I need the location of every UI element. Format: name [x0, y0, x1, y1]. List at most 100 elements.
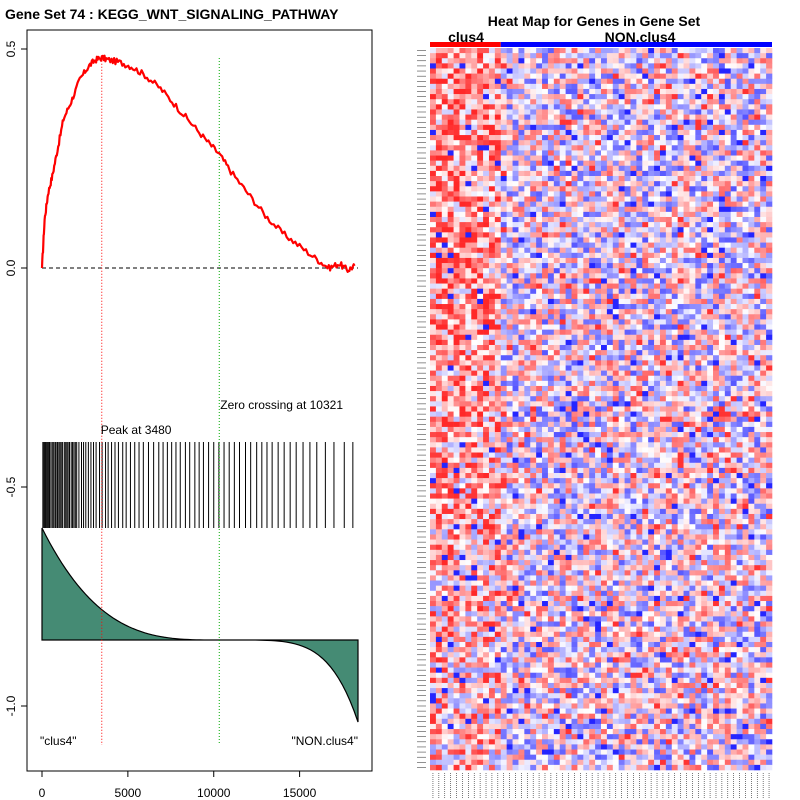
heatmap-cell	[636, 99, 643, 105]
heatmap-cell	[518, 457, 525, 464]
heatmap-cell	[612, 462, 619, 469]
heatmap-cell	[683, 68, 690, 74]
heatmap-cell	[553, 88, 561, 95]
heatmap-cell	[506, 467, 513, 474]
heatmap-cell	[689, 268, 696, 274]
heatmap-cell	[577, 298, 584, 305]
heatmap-cell	[536, 462, 543, 469]
heatmap-cell	[595, 206, 602, 213]
heatmap-cell	[506, 247, 513, 254]
heatmap-cell	[583, 104, 590, 110]
heatmap-cell	[659, 334, 667, 341]
heatmap-cell	[471, 140, 478, 146]
heatmap-cell	[671, 216, 678, 223]
heatmap-cell	[488, 150, 496, 156]
heatmap-cell	[518, 78, 525, 85]
heatmap-cell	[494, 447, 502, 453]
heatmap-cell	[453, 140, 460, 146]
heatmap-cell	[542, 48, 549, 54]
heatmap-cell	[524, 211, 531, 218]
heatmap-cell	[536, 391, 543, 397]
heatmap-cell	[459, 150, 466, 156]
heatmap-cell	[435, 227, 443, 233]
heatmap-cell	[595, 124, 602, 131]
heatmap-cell	[530, 53, 537, 59]
heatmap-cell	[483, 191, 490, 197]
heatmap-cell	[654, 288, 661, 295]
heatmap-cell	[636, 344, 643, 351]
heatmap-cell	[654, 83, 661, 90]
heatmap-cell	[483, 304, 490, 310]
heatmap-cell	[606, 68, 614, 74]
heatmap-cell	[654, 150, 661, 156]
heatmap-cell	[553, 150, 561, 156]
heatmap-cell	[483, 452, 490, 458]
heatmap-cell	[677, 304, 684, 310]
heatmap-cell	[642, 165, 649, 172]
heatmap-cell	[518, 114, 525, 120]
heatmap-cell	[724, 293, 732, 300]
heatmap-cell	[547, 176, 555, 182]
heatmap-cell	[583, 222, 590, 228]
heatmap-cell	[435, 155, 443, 161]
heatmap-cell	[606, 83, 614, 90]
heatmap-cell	[701, 114, 708, 120]
heatmap-cell	[453, 104, 460, 110]
heatmap-cell	[530, 370, 537, 377]
heatmap-cell	[624, 94, 631, 100]
heatmap-cell	[488, 242, 496, 248]
heatmap-cell	[612, 268, 619, 274]
heatmap-cell	[494, 309, 502, 315]
heatmap-cell	[536, 176, 543, 182]
heatmap-cell	[766, 181, 773, 187]
heatmap-cell	[701, 416, 708, 423]
heatmap-cell	[724, 298, 732, 305]
heatmap-cell	[506, 252, 513, 259]
heatmap-cell	[683, 124, 690, 131]
heatmap-cell	[577, 467, 584, 474]
heatmap-cell	[601, 129, 608, 136]
heatmap-cell	[518, 63, 525, 69]
heatmap-cell	[713, 426, 720, 433]
heatmap-cell	[665, 401, 673, 407]
heatmap-cell	[707, 53, 714, 59]
heatmap-cell	[524, 375, 531, 382]
heatmap-cell	[547, 365, 555, 371]
heatmap-cell	[601, 350, 608, 356]
heatmap-cell	[701, 385, 708, 392]
heatmap-cell	[742, 165, 749, 172]
heatmap-cell	[435, 186, 443, 192]
heatmap-cell	[494, 232, 502, 238]
heatmap-cell	[654, 104, 661, 110]
heatmap-cell	[748, 58, 755, 64]
heatmap-cell	[766, 252, 773, 259]
heatmap-cell	[559, 421, 566, 428]
heatmap-cell	[601, 216, 608, 223]
heatmap-cell	[524, 222, 531, 228]
heatmap-cell	[453, 416, 460, 423]
heatmap-cell	[689, 94, 696, 100]
heatmap-cell	[654, 401, 661, 407]
heatmap-cell	[506, 68, 513, 74]
heatmap-cell	[730, 283, 737, 289]
heatmap-cell	[707, 119, 714, 126]
heatmap-cell	[483, 293, 490, 300]
heatmap-cell	[689, 396, 696, 402]
heatmap-cell	[601, 58, 608, 64]
heatmap-cell	[494, 442, 502, 448]
heatmap-cell	[500, 314, 507, 320]
heatmap-cell	[742, 298, 749, 305]
heatmap-cell	[524, 216, 531, 223]
heatmap-cell	[595, 176, 602, 182]
heatmap-cell	[553, 467, 561, 474]
heatmap-cell	[441, 273, 448, 279]
heatmap-cell	[742, 385, 749, 392]
heatmap-cell	[630, 268, 637, 274]
heatmap-cell	[713, 68, 720, 74]
heatmap-cell	[630, 88, 637, 95]
heatmap-cell	[695, 232, 702, 238]
heatmap-cell	[512, 201, 519, 208]
heatmap-cell	[583, 191, 590, 197]
heatmap-cell	[542, 181, 549, 187]
heatmap-cell	[736, 263, 743, 269]
